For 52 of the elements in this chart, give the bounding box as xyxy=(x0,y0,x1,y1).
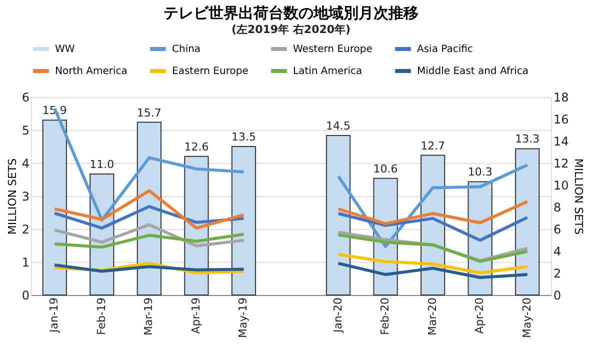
x-tick-label: Feb-20 xyxy=(378,298,392,335)
legend-label: North America xyxy=(55,66,128,77)
y2-tick-label: 8 xyxy=(554,200,562,214)
legend-label: Eastern Europe xyxy=(172,66,248,77)
chart-title: テレビ世界出荷台数の地域別月次推移 xyxy=(164,4,418,22)
data-label: 11.0 xyxy=(90,158,114,171)
y-tick-label: 5 xyxy=(22,124,30,138)
y2-axis-title: MILLION SETS xyxy=(572,158,585,235)
chart-subtitle: (左2019年 右2020年) xyxy=(231,23,351,36)
bar xyxy=(326,135,351,296)
x-tick-label: Feb-19 xyxy=(94,298,108,335)
y-tick-label: 2 xyxy=(22,222,30,236)
y2-tick-label: 18 xyxy=(554,90,569,104)
legend-label: Middle East and Africa xyxy=(417,66,528,77)
bar xyxy=(515,148,540,296)
legend-label: China xyxy=(172,44,201,55)
x-tick-label: Apr-19 xyxy=(189,298,202,334)
x-tick-label: Apr-20 xyxy=(473,298,486,334)
x-tick-label: Jan-19 xyxy=(48,298,61,334)
bar xyxy=(231,146,256,296)
y-tick-label: 1 xyxy=(22,256,30,270)
y2-tick-label: 6 xyxy=(554,222,562,236)
legend-label: Asia Pacific xyxy=(417,44,473,55)
y2-tick-label: 16 xyxy=(554,112,569,126)
data-label: 15.7 xyxy=(136,106,162,120)
x-tick-label: May-20 xyxy=(520,298,534,338)
y2-tick-label: 12 xyxy=(554,156,569,170)
data-label: 13.3 xyxy=(515,132,540,146)
data-label: 14.5 xyxy=(326,120,351,132)
data-label: 10.3 xyxy=(468,166,492,179)
y-tick-label: 3 xyxy=(22,190,30,204)
y2-tick-label: 0 xyxy=(554,288,562,302)
data-label: 13.5 xyxy=(231,130,256,144)
y-tick-label: 0 xyxy=(22,288,30,302)
legend-label: Latin America xyxy=(293,66,362,77)
y-tick-label: 6 xyxy=(22,90,30,104)
y-axis-title: MILLION SETS xyxy=(6,158,19,235)
x-tick-label: May-19 xyxy=(236,298,250,338)
y-tick-label: 4 xyxy=(22,156,30,170)
data-label: 12.6 xyxy=(184,140,209,154)
y2-tick-label: 4 xyxy=(554,244,562,258)
data-label: 12.7 xyxy=(420,139,446,152)
y2-tick-label: 10 xyxy=(554,178,569,192)
y2-tick-label: 2 xyxy=(554,266,562,280)
x-tick-label: Jan-20 xyxy=(331,298,344,334)
legend-label: WW xyxy=(55,44,75,55)
x-tick-label: Mar-20 xyxy=(426,298,439,336)
y2-tick-label: 14 xyxy=(554,134,569,148)
legend-label: Western Europe xyxy=(293,44,372,55)
x-tick-label: Mar-19 xyxy=(142,298,156,336)
bar xyxy=(42,120,67,296)
data-label: 10.6 xyxy=(373,162,398,176)
